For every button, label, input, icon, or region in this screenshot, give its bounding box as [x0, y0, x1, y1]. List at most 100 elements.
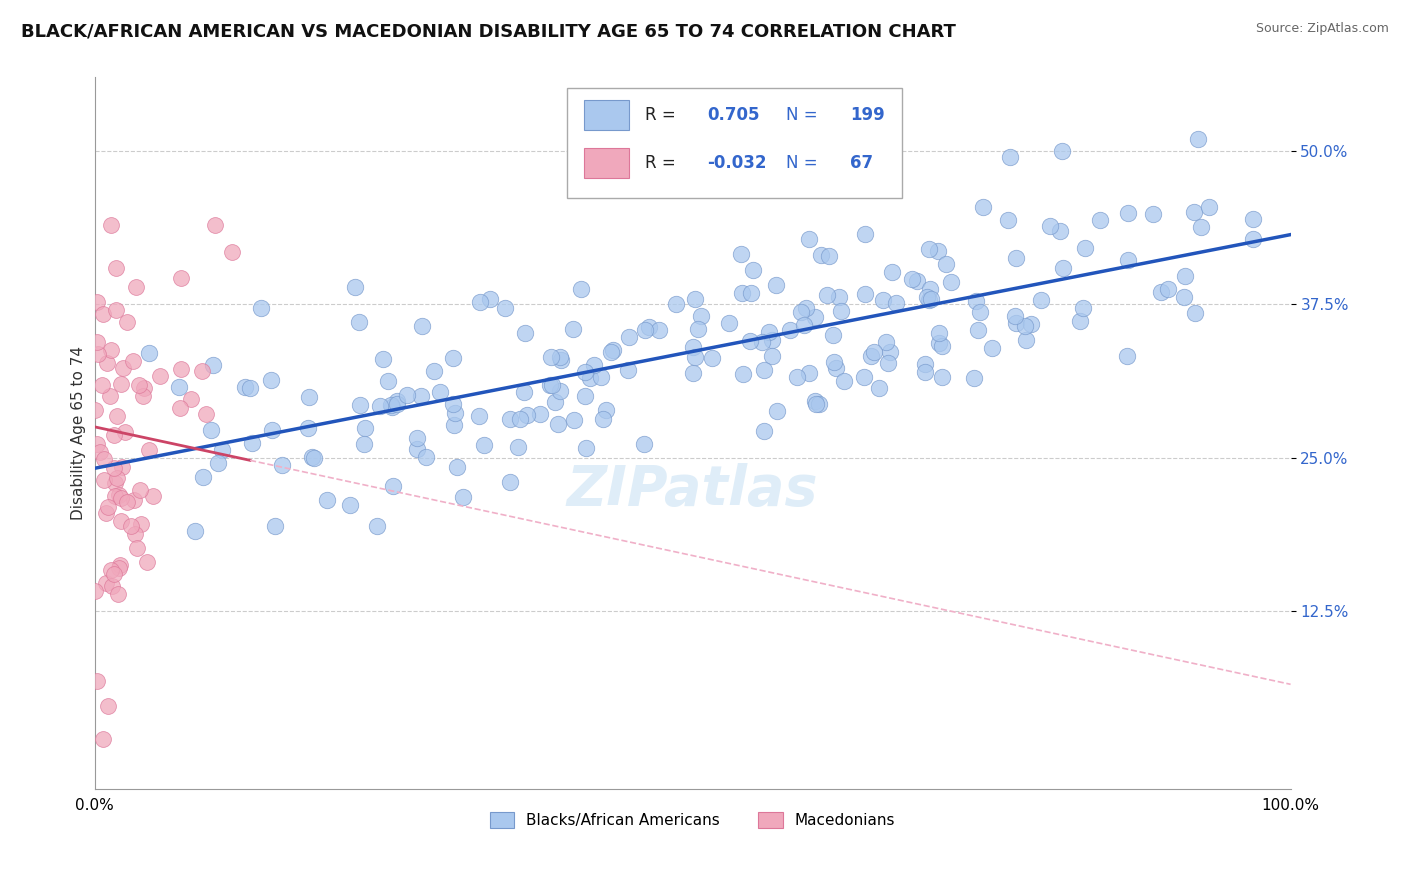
- Point: [515, 409, 537, 423]
- Point: [1174, 268, 1197, 283]
- Point: [149, 368, 172, 383]
- Point: [453, 491, 475, 505]
- Point: [807, 397, 830, 411]
- Point: [91, 307, 114, 321]
- Point: [93, 451, 115, 466]
- Point: [592, 412, 614, 426]
- Point: [101, 579, 124, 593]
- Point: [169, 401, 191, 415]
- Point: [1069, 314, 1091, 328]
- Text: -0.032: -0.032: [707, 153, 766, 172]
- Point: [918, 242, 941, 256]
- Point: [446, 460, 468, 475]
- Point: [103, 490, 125, 504]
- Point: [1241, 232, 1264, 246]
- Text: N =: N =: [786, 106, 823, 124]
- Point: [931, 339, 953, 353]
- Point: [1157, 282, 1180, 296]
- Point: [86, 673, 108, 688]
- Point: [443, 418, 465, 433]
- Point: [441, 396, 464, 410]
- Point: [98, 389, 121, 403]
- Point: [114, 425, 136, 439]
- Point: [683, 350, 706, 364]
- Point: [193, 470, 215, 484]
- Point: [786, 370, 808, 384]
- Point: [108, 558, 131, 572]
- Text: N =: N =: [786, 153, 823, 172]
- Point: [935, 257, 957, 271]
- Point: [117, 315, 139, 329]
- Point: [981, 341, 1004, 355]
- Point: [103, 461, 125, 475]
- Point: [1198, 200, 1220, 214]
- Point: [758, 325, 780, 339]
- Point: [927, 244, 949, 259]
- Point: [96, 356, 118, 370]
- Point: [353, 437, 375, 451]
- Point: [1150, 285, 1173, 299]
- Point: [97, 698, 120, 713]
- Point: [1004, 316, 1026, 330]
- Point: [863, 345, 886, 359]
- Point: [1074, 241, 1097, 255]
- Point: [804, 393, 827, 408]
- Point: [969, 305, 991, 319]
- Point: [86, 294, 108, 309]
- Point: [853, 227, 876, 241]
- Point: [415, 450, 437, 465]
- Point: [595, 403, 617, 417]
- Point: [928, 335, 950, 350]
- Point: [853, 287, 876, 301]
- Point: [1052, 144, 1074, 158]
- Point: [100, 563, 122, 577]
- Point: [1184, 306, 1206, 320]
- Point: [122, 492, 145, 507]
- Point: [689, 309, 711, 323]
- Point: [965, 293, 987, 308]
- Point: [544, 394, 567, 409]
- Point: [859, 349, 882, 363]
- Point: [423, 364, 446, 378]
- Point: [381, 401, 404, 415]
- Point: [830, 304, 852, 318]
- Point: [233, 380, 256, 394]
- Text: Source: ZipAtlas.com: Source: ZipAtlas.com: [1256, 22, 1389, 36]
- Point: [821, 327, 844, 342]
- Point: [879, 345, 901, 359]
- Point: [1088, 213, 1111, 227]
- Point: [740, 286, 762, 301]
- Point: [633, 437, 655, 451]
- Point: [89, 444, 111, 458]
- Point: [385, 394, 408, 409]
- Text: 0.705: 0.705: [707, 106, 759, 124]
- Point: [717, 316, 740, 330]
- Point: [1019, 318, 1042, 332]
- Point: [297, 390, 319, 404]
- Point: [377, 374, 399, 388]
- Point: [752, 424, 775, 438]
- Point: [914, 365, 936, 379]
- Point: [730, 247, 752, 261]
- Point: [271, 458, 294, 472]
- Point: [97, 500, 120, 515]
- Point: [406, 432, 429, 446]
- Point: [761, 334, 783, 348]
- Point: [793, 318, 815, 332]
- Point: [105, 260, 128, 275]
- Point: [529, 407, 551, 421]
- Point: [803, 310, 825, 324]
- Point: [202, 359, 225, 373]
- Point: [579, 371, 602, 385]
- Point: [122, 354, 145, 368]
- Point: [86, 436, 108, 450]
- Text: R =: R =: [645, 106, 681, 124]
- Point: [84, 403, 107, 417]
- Point: [852, 369, 875, 384]
- Point: [411, 389, 433, 403]
- Point: [411, 318, 433, 333]
- Point: [797, 232, 820, 246]
- Point: [550, 352, 572, 367]
- Point: [602, 343, 624, 358]
- Point: [619, 330, 641, 344]
